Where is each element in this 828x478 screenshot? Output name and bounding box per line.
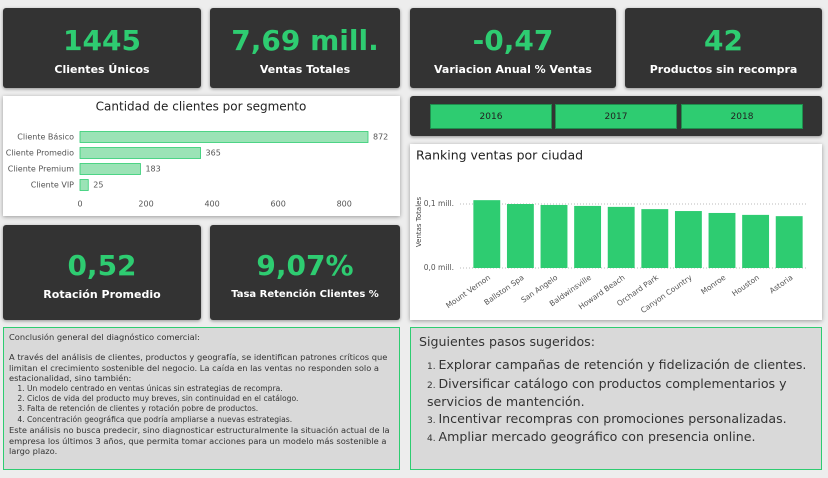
- bar: [473, 200, 501, 268]
- bar: [506, 204, 534, 268]
- bar: [574, 205, 602, 268]
- kpi-value: 0,52: [67, 249, 137, 282]
- slicer-button[interactable]: 2017: [555, 104, 677, 129]
- conclusion-list: Un modelo centrado en ventas únicas sin …: [9, 384, 394, 426]
- y-tick-label: Cliente Básico: [17, 133, 74, 142]
- x-tick-label: 400: [204, 200, 219, 209]
- bar: [641, 209, 669, 268]
- bar: [79, 131, 369, 143]
- kpi-label: Variacion Anual % Ventas: [434, 63, 592, 76]
- y-tick-label: 0,0 mill.: [424, 263, 454, 272]
- x-tick-label: 600: [271, 200, 286, 209]
- kpi-label: Ventas Totales: [259, 63, 351, 76]
- year-slicer: 2016 2017 2018: [410, 96, 822, 136]
- bar: [708, 212, 736, 268]
- bar: [607, 206, 635, 268]
- next-step-item: Incentivar recompras con promociones per…: [427, 411, 813, 430]
- next-steps-box: Siguientes pasos sugeridos: Explorar cam…: [410, 327, 822, 470]
- data-label: 25: [93, 181, 103, 190]
- next-step-item: Ampliar mercado geográfico con presencia…: [427, 429, 813, 448]
- x-tick-label: Astoria: [768, 273, 795, 295]
- kpi-label: Tasa Retención Clientes %: [231, 289, 379, 300]
- bar: [540, 204, 568, 268]
- kpi-card: 0,52 Rotación Promedio: [3, 225, 201, 320]
- bar: [775, 216, 803, 268]
- x-tick-label: Houston: [730, 273, 761, 298]
- slicer-button[interactable]: 2016: [430, 104, 552, 129]
- bar: [79, 147, 201, 159]
- kpi-card: 1445 Clientes Únicos: [3, 8, 201, 88]
- bar: [79, 179, 89, 191]
- bar: [674, 211, 702, 268]
- kpi-value: 9,07%: [256, 249, 354, 282]
- slicer-button[interactable]: 2018: [681, 104, 803, 129]
- bar: [79, 163, 141, 175]
- chart-title: Cantidad de clientes por segmento: [96, 100, 307, 114]
- chart-panel: Cantidad de clientes por segmento 0 200 400…: [3, 96, 400, 216]
- x-tick-label: Monroe: [699, 273, 727, 297]
- next-step-item: Diversificar catálogo con productos comp…: [427, 376, 813, 411]
- kpi-card: 7,69 mill. Ventas Totales: [210, 8, 400, 88]
- data-label: 872: [373, 133, 388, 142]
- data-label: 183: [145, 165, 160, 174]
- next-steps-list: Explorar campañas de retención y fideliz…: [419, 357, 813, 448]
- conclusion-item: Un modelo centrado en ventas únicas sin …: [27, 384, 394, 394]
- y-axis-label: Ventas Totales: [415, 197, 423, 248]
- kpi-card: 9,07% Tasa Retención Clientes %: [210, 225, 400, 320]
- chart-title: Ranking ventas por ciudad: [416, 148, 583, 163]
- kpi-value: 1445: [63, 24, 141, 57]
- conclusion-item: Ciclos de vida del producto muy breves, …: [27, 394, 394, 404]
- conclusion-title: Conclusión general del diagnóstico comer…: [9, 332, 200, 342]
- y-tick-label: Cliente Premium: [8, 165, 74, 174]
- conclusion-item: Falta de retención de clientes y rotació…: [27, 404, 394, 414]
- kpi-label: Productos sin recompra: [649, 63, 798, 76]
- kpi-value: 7,69 mill.: [231, 24, 379, 57]
- y-tick-label: Cliente Promedio: [6, 149, 74, 158]
- next-step-item: Explorar campañas de retención y fideliz…: [427, 357, 813, 376]
- kpi-value: 42: [704, 24, 743, 57]
- kpi-label: Rotación Promedio: [43, 288, 161, 301]
- conclusion-item: Concentración geográfica que podría ampl…: [27, 415, 394, 425]
- bar: [742, 214, 770, 268]
- x-tick-label: 800: [337, 200, 352, 209]
- x-tick-label: 200: [138, 200, 153, 209]
- data-label: 365: [206, 149, 221, 158]
- kpi-label: Clientes Únicos: [54, 63, 150, 76]
- x-tick-label: 0: [77, 200, 82, 209]
- conclusion-box: Conclusión general del diagnóstico comer…: [3, 327, 400, 470]
- conclusion-intro: A través del análisis de clientes, produ…: [9, 352, 388, 384]
- next-steps-title: Siguientes pasos sugeridos:: [419, 334, 595, 349]
- y-tick-label: 0,1 mill.: [424, 199, 454, 208]
- kpi-card: 42 Productos sin recompra: [625, 8, 822, 88]
- chart-panel: Ranking ventas por ciudad Ventas Totales 0…: [410, 144, 822, 320]
- chart: Cantidad de clientes por segmento 0 200 400…: [6, 100, 389, 209]
- kpi-card: -0,47 Variacion Anual % Ventas: [410, 8, 616, 88]
- kpi-value: -0,47: [472, 24, 554, 57]
- conclusion-closing: Este análisis no busca predecir, sino di…: [9, 425, 390, 457]
- y-tick-label: Cliente VIP: [31, 181, 74, 190]
